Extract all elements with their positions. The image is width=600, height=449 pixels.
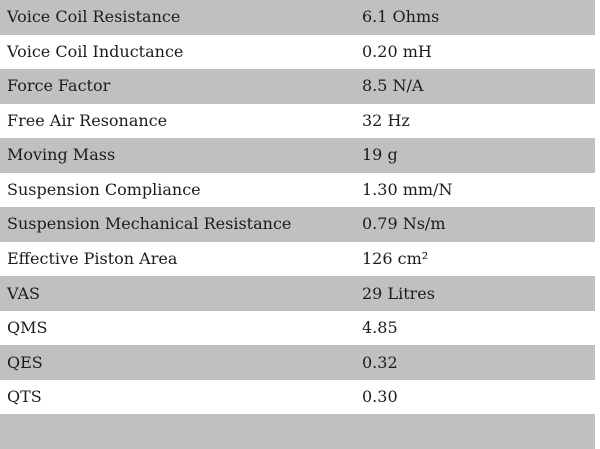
table-row: Force Factor 8.5 N/A <box>0 69 595 104</box>
spec-label: Voice Coil Inductance <box>7 41 184 61</box>
spec-value: 4.85 <box>362 318 398 338</box>
spec-label: Suspension Mechanical Resistance <box>7 214 292 234</box>
spec-label: Voice Coil Resistance <box>7 7 181 27</box>
spec-value: 1.30 mm/N <box>362 179 453 199</box>
table-row: VAS 29 Litres <box>0 276 595 311</box>
spec-label: VAS <box>7 283 40 303</box>
spec-value: 6.1 Ohms <box>362 7 440 27</box>
table-row: Voice Coil Inductance 0.20 mH <box>0 34 595 70</box>
spec-value: 32 Hz <box>362 110 410 130</box>
table-row: QMS 4.85 <box>0 310 595 346</box>
spec-value: 8.5 N/A <box>362 76 424 96</box>
spec-value: 19 g <box>362 145 398 165</box>
spec-label: Effective Piston Area <box>7 248 178 268</box>
spec-value: 0.79 Ns/m <box>362 214 446 234</box>
spec-label: QMS <box>7 318 48 338</box>
spec-label: Free Air Resonance <box>7 110 168 130</box>
spec-label: QTS <box>7 387 42 407</box>
table-row: Suspension Compliance 1.30 mm/N <box>0 172 595 208</box>
table-row: Free Air Resonance 32 Hz <box>0 103 595 139</box>
spec-value: 0.32 <box>362 352 398 372</box>
spec-value: 126 cm² <box>362 248 429 268</box>
table-row: Effective Piston Area 126 cm² <box>0 241 595 277</box>
spec-value: 0.30 <box>362 387 398 407</box>
spec-value: 29 Litres <box>362 283 435 303</box>
table-row: Moving Mass 19 g <box>0 138 595 173</box>
spec-label: QES <box>7 352 43 372</box>
spec-value: 0.20 mH <box>362 41 432 61</box>
table-row: Suspension Mechanical Resistance 0.79 Ns… <box>0 207 595 242</box>
table-row: QTS 0.30 <box>0 379 595 415</box>
table-row: Voice Coil Resistance 6.1 Ohms <box>0 0 595 35</box>
spec-label: Force Factor <box>7 76 111 96</box>
spec-label: Moving Mass <box>7 145 116 165</box>
spec-label: Suspension Compliance <box>7 179 201 199</box>
empty-row <box>0 414 595 449</box>
table-row: QES 0.32 <box>0 345 595 380</box>
